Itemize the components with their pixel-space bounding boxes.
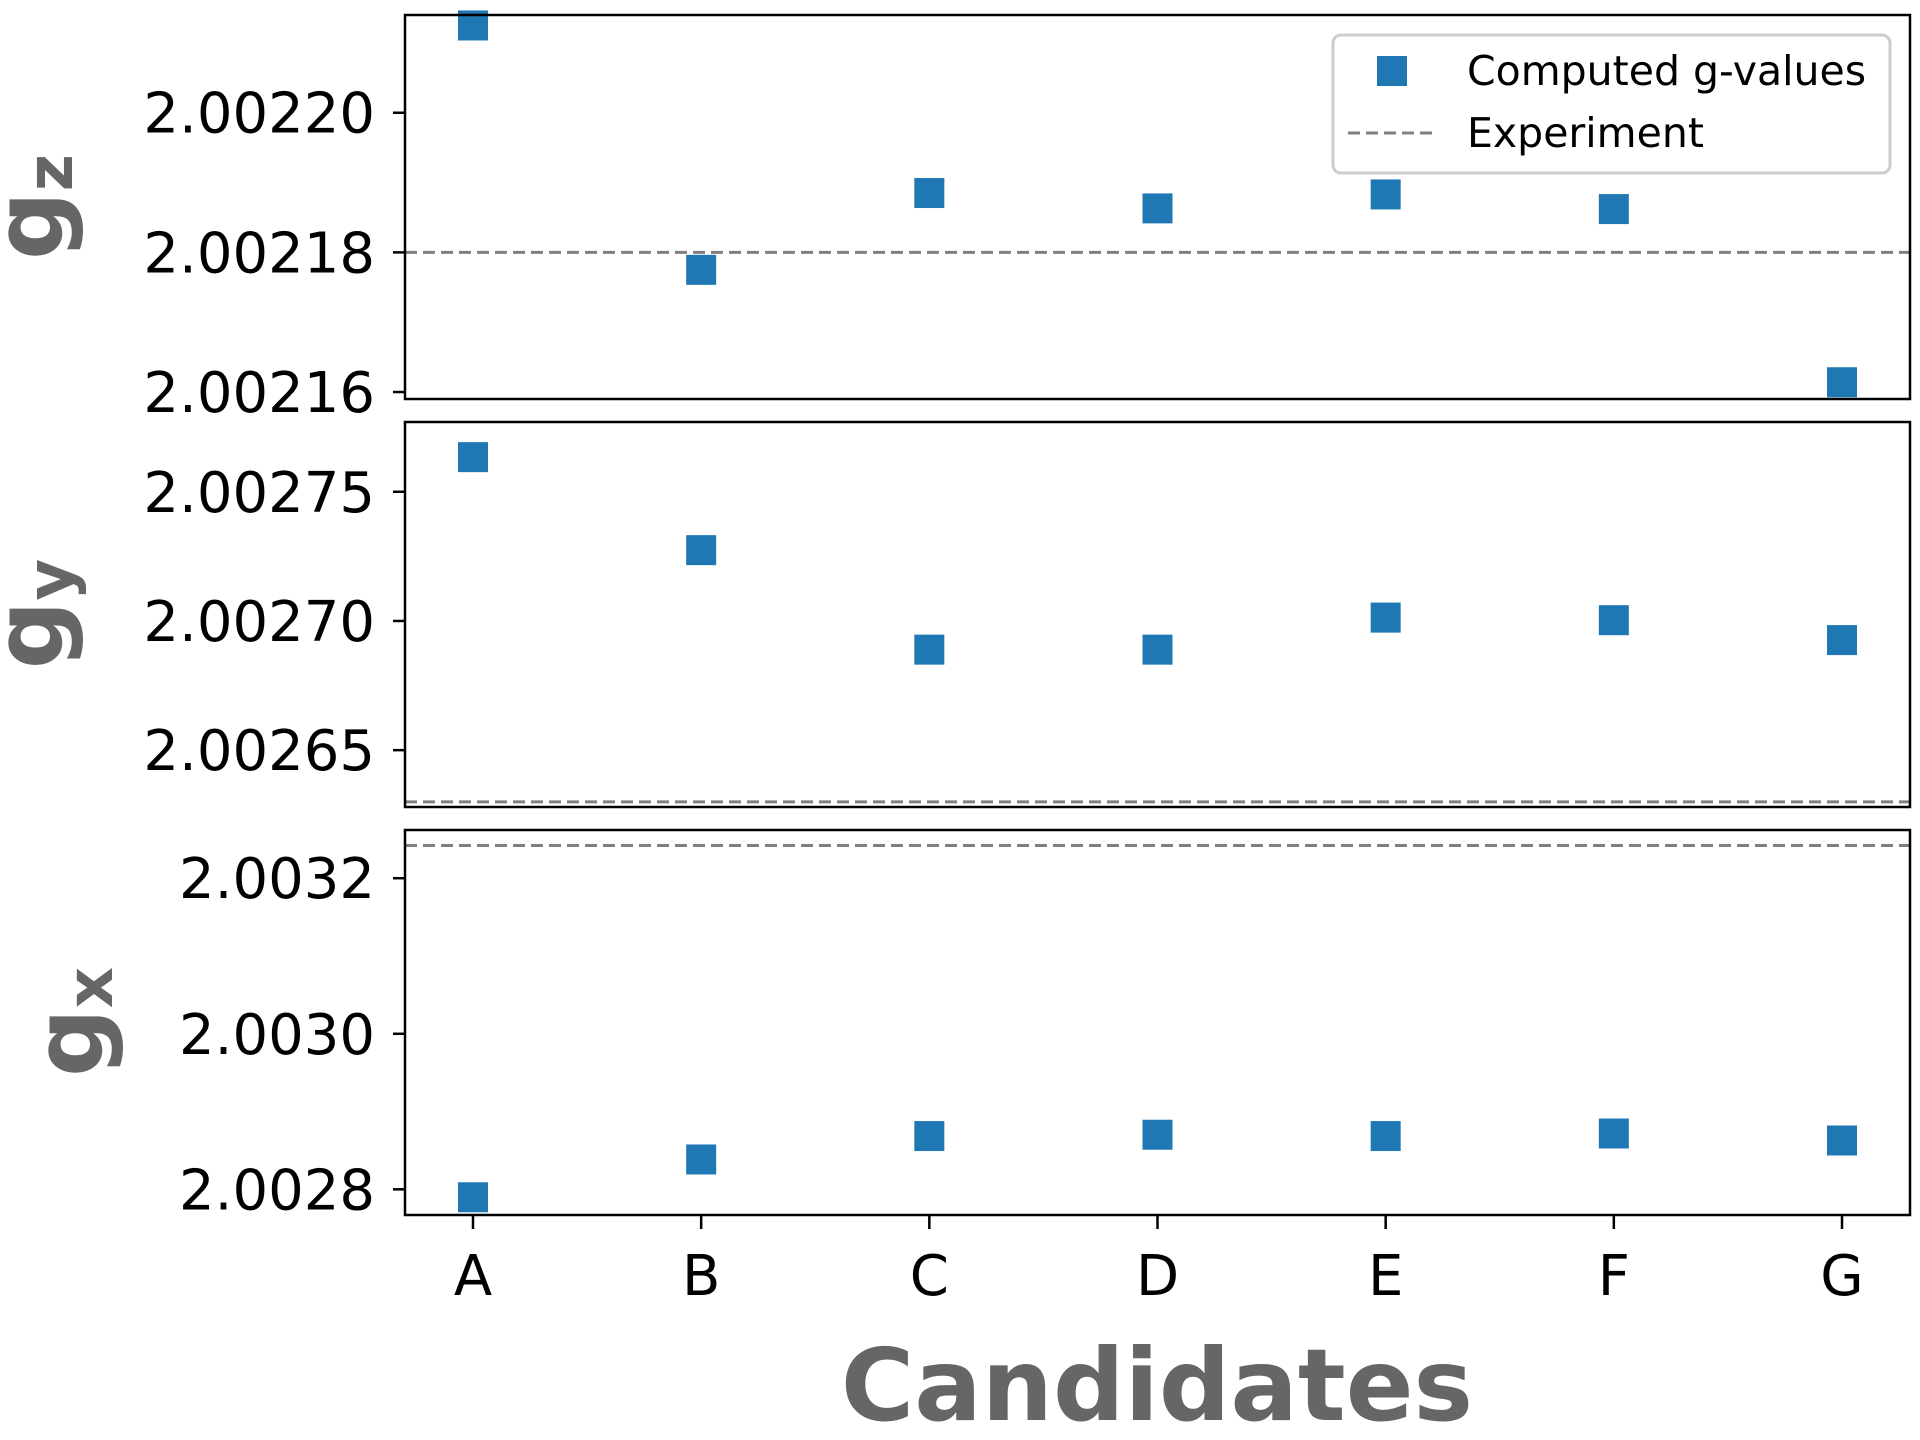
gx-point-C xyxy=(914,1121,945,1152)
gy-axis-label-symbol: g xyxy=(0,601,85,670)
gz-point-G xyxy=(1827,367,1857,398)
gy-point-F xyxy=(1598,605,1629,636)
gx-axis-label-subscript: x xyxy=(54,967,128,1008)
legend-label-experiment: Experiment xyxy=(1467,109,1704,157)
gz-axis-label-subscript: z xyxy=(14,154,88,191)
legend-label-computed: Computed g-values xyxy=(1467,47,1866,95)
gz-axis-label: gz xyxy=(0,154,88,260)
gx-point-D xyxy=(1142,1119,1173,1150)
x-tick-label-E: E xyxy=(1368,1244,1403,1309)
gy-point-D xyxy=(1142,634,1173,665)
gz-plot-frame xyxy=(403,13,1912,401)
legend-marker-computed xyxy=(1377,56,1407,86)
gy-point-E xyxy=(1370,602,1401,633)
gy-y-tick-label: 2.00265 xyxy=(143,719,375,784)
gz-y-tick-label: 2.00220 xyxy=(143,82,375,147)
x-tick-label-A: A xyxy=(454,1244,492,1309)
gx-y-tick-label: 2.0028 xyxy=(179,1158,375,1223)
gy-y-tick-label: 2.00275 xyxy=(143,461,375,526)
gz-point-C xyxy=(914,178,945,209)
gy-point-A xyxy=(458,442,488,473)
x-tick-label-B: B xyxy=(682,1244,720,1309)
gz-point-D xyxy=(1142,193,1173,224)
gy-axis-label-subscript: y xyxy=(14,559,88,601)
gy-plot-frame xyxy=(403,420,1912,809)
x-tick-label-C: C xyxy=(910,1244,949,1309)
gz-y-tick-label: 2.00216 xyxy=(143,361,375,426)
gx-panel: 2.0028 2.0030 2.0032 gx xyxy=(13,828,1912,1223)
gz-point-E xyxy=(1370,179,1401,210)
gx-y-tick-label: 2.0030 xyxy=(179,1003,375,1068)
legend: Computed g-values Experiment xyxy=(1331,33,1892,175)
gy-y-tick-label: 2.00270 xyxy=(143,590,375,655)
gx-point-E xyxy=(1370,1121,1401,1152)
gx-point-G xyxy=(1827,1125,1857,1156)
legend-frame xyxy=(1331,33,1892,175)
gx-axis-label-symbol: g xyxy=(13,1008,125,1077)
x-tick-label-G: G xyxy=(1820,1244,1863,1309)
x-axis-title: Candidates xyxy=(841,1327,1473,1440)
gz-point-F xyxy=(1598,194,1629,225)
gy-point-B xyxy=(686,535,717,566)
gz-y-tick-label: 2.00218 xyxy=(143,221,375,286)
gy-point-G xyxy=(1827,625,1857,656)
gx-point-A xyxy=(458,1182,488,1213)
gx-y-tick-label: 2.0032 xyxy=(179,847,375,912)
x-tick-label-D: D xyxy=(1136,1244,1179,1309)
gx-point-F xyxy=(1598,1118,1629,1149)
gx-axis-label: gx xyxy=(13,967,127,1077)
gx-point-B xyxy=(686,1144,717,1175)
x-axis: A B C D E F G xyxy=(454,1215,1864,1309)
gz-axis-label-symbol: g xyxy=(0,191,85,260)
gy-panel: 2.00265 2.00270 2.00275 gy xyxy=(0,420,1912,809)
gz-point-B xyxy=(686,254,717,285)
gy-point-C xyxy=(914,634,945,665)
x-tick-label-F: F xyxy=(1598,1244,1630,1309)
gy-axis-label: gy xyxy=(0,559,88,669)
gz-panel: 2.00216 2.00218 2.00220 gz xyxy=(0,10,1912,426)
